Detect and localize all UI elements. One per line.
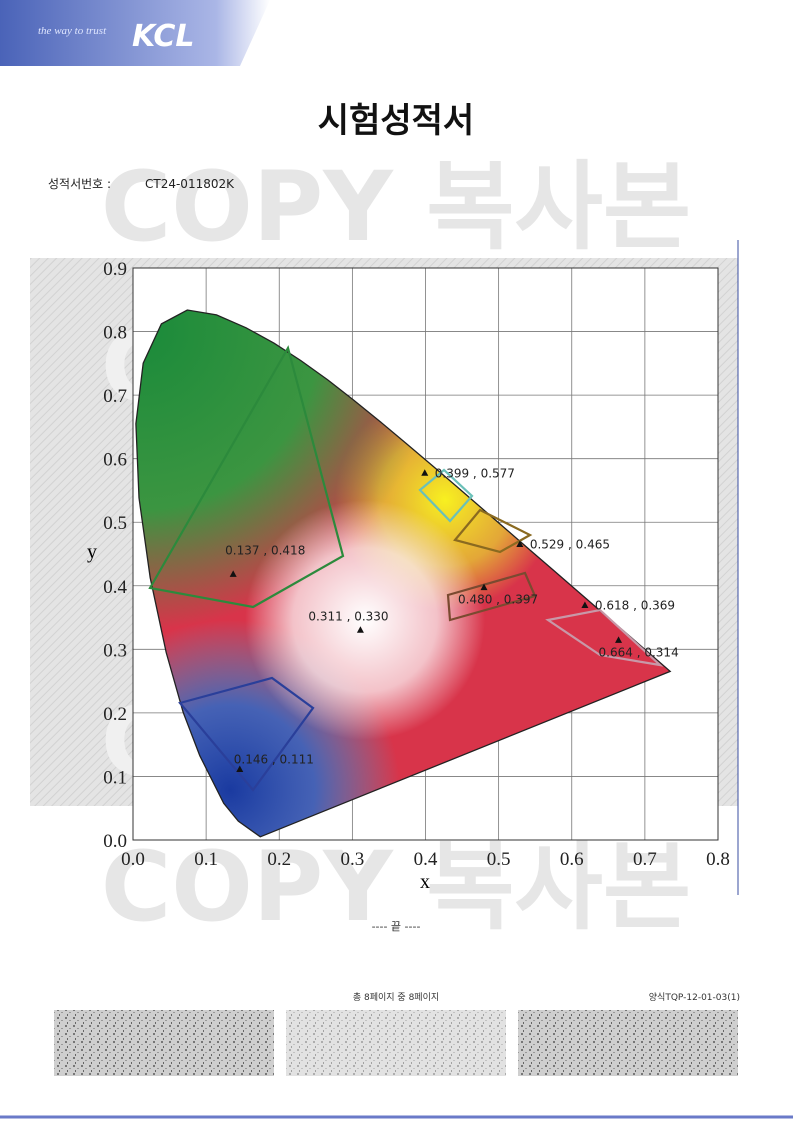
data-point — [356, 626, 364, 633]
y-tick-label: 0.3 — [103, 640, 127, 661]
x-tick-label: 0.6 — [560, 849, 584, 870]
data-label: 0.311 , 0.330 — [308, 609, 388, 623]
title: 시험성적서 — [318, 101, 474, 141]
y-tick-label: 0.2 — [103, 704, 127, 725]
data-label: 0.529 , 0.465 — [530, 537, 610, 551]
data-label: 0.618 , 0.369 — [595, 598, 675, 612]
x-tick-label: 0.0 — [121, 849, 145, 870]
x-tick-label: 0.5 — [487, 849, 511, 870]
y-tick-label: 0.8 — [103, 323, 127, 344]
watermark: COPY 복사본 — [101, 151, 691, 263]
y-tick-label: 0.5 — [103, 513, 127, 534]
data-label: 0.137 , 0.418 — [225, 543, 305, 557]
data-point — [421, 469, 429, 476]
form-code: 양식TQP-12-01-03(1) — [649, 992, 740, 1003]
data-point — [229, 570, 237, 577]
data-point — [581, 601, 589, 608]
y-tick-label: 0.7 — [103, 386, 127, 407]
slogan: the way to trust — [38, 25, 107, 37]
data-point — [480, 583, 488, 591]
x-axis-label: x — [420, 871, 430, 893]
regions — [148, 345, 664, 792]
y-tick-label: 0.4 — [103, 577, 127, 598]
data-label: 0.399 , 0.577 — [435, 466, 515, 480]
logo: KCL — [132, 19, 194, 54]
report-number: CT24-011802K — [145, 177, 235, 191]
y-axis-label: y — [87, 541, 97, 563]
y-tick-label: 0.0 — [103, 831, 127, 852]
x-tick-label: 0.4 — [414, 849, 438, 870]
y-tick-label: 0.1 — [103, 767, 127, 788]
x-tick-label: 0.2 — [267, 849, 291, 870]
x-tick-label: 0.1 — [194, 849, 218, 870]
data-point — [236, 765, 244, 772]
security-pattern — [518, 1010, 738, 1076]
x-tick-label: 0.8 — [706, 849, 730, 870]
data-point — [615, 636, 623, 643]
security-pattern — [54, 1010, 274, 1076]
plot-frame — [132, 267, 719, 841]
data-label: 0.480 , 0.397 — [458, 593, 538, 607]
data-label: 0.146 , 0.111 — [234, 752, 314, 766]
y-tick-label: 0.9 — [103, 259, 127, 280]
data-label: 0.664 , 0.314 — [599, 645, 679, 659]
page-info: 총 8페이지 중 8페이지 — [353, 992, 439, 1003]
end-mark: ---- 끝 ---- — [372, 920, 421, 933]
header-band — [0, 0, 270, 66]
data-point — [516, 540, 524, 547]
x-tick-label: 0.3 — [341, 849, 365, 870]
y-tick-label: 0.6 — [103, 450, 127, 471]
spectral-locus — [135, 309, 672, 838]
security-pattern — [286, 1010, 506, 1076]
watermark: COPY 복사본 — [101, 831, 691, 943]
report-number-label: 성적서번호 : — [48, 177, 111, 191]
x-tick-label: 0.7 — [633, 849, 657, 870]
